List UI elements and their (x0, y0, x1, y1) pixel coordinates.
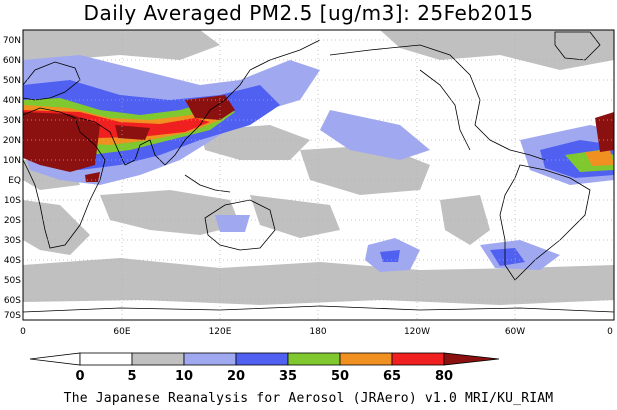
lat-label: 20S (4, 216, 21, 226)
pm25-field-above-80 (23, 95, 614, 182)
lat-label: 30S (4, 236, 21, 246)
lat-label: 40N (3, 96, 21, 106)
colorbar-segment (235, 352, 289, 366)
lat-label: 60S (4, 296, 21, 306)
lon-label: 60E (113, 327, 130, 337)
colorbar-level-label: 50 (331, 369, 349, 384)
colorbar-segment (131, 352, 185, 366)
lon-label: 0 (20, 327, 26, 337)
lon-label: 60W (505, 327, 525, 337)
lat-label: 50N (3, 76, 21, 86)
colorbar-labels: 0 5 10 20 35 50 65 80 (75, 369, 453, 384)
lat-label: 10N (3, 156, 21, 166)
pm25-field-low (23, 30, 614, 305)
lat-label: 10S (4, 196, 21, 206)
lat-label: 60N (3, 56, 21, 66)
lon-label: 120E (209, 327, 232, 337)
footer-credit: The Japanese Reanalysis for Aerosol (JRA… (63, 391, 554, 406)
lon-label: 0 (607, 327, 613, 337)
lon-label: 120W (404, 327, 430, 337)
lat-label: EQ (8, 176, 21, 186)
colorbar-level-label: 0 (75, 369, 84, 384)
colorbar-level-label: 10 (175, 369, 193, 384)
colorbar-segment (183, 352, 237, 366)
map-title: Daily Averaged PM2.5 [ug/m3]: 25Feb2015 (83, 1, 534, 25)
colorbar-under-triangle (29, 352, 81, 366)
colorbar-over-triangle (443, 352, 500, 366)
lat-label: 40S (4, 256, 21, 266)
lat-label: 50S (4, 276, 21, 286)
latitude-labels: 70N 60N 50N 40N 30N 20N 10N EQ 10S 20S 3… (3, 36, 21, 321)
colorbar-segment (391, 352, 445, 366)
lat-label: 20N (3, 136, 21, 146)
colorbar-segment (339, 352, 393, 366)
lon-label: 180 (309, 327, 326, 337)
plot-area (22, 29, 615, 321)
lat-label: 30N (3, 116, 21, 126)
lat-label: 70S (4, 311, 21, 321)
colorbar-segment (287, 352, 341, 366)
colorbar-level-label: 65 (383, 369, 401, 384)
colorbar-level-label: 35 (279, 369, 297, 384)
colorbar-level-label: 80 (435, 369, 453, 384)
longitude-labels: 0 60E 120E 180 120W 60W 0 (20, 327, 613, 337)
colorbar-segment (79, 352, 133, 366)
colorbar: 0 5 10 20 35 50 65 80 (29, 352, 500, 384)
colorbar-level-label: 20 (227, 369, 245, 384)
colorbar-level-label: 5 (127, 369, 136, 384)
gridlines (23, 30, 614, 320)
colorbar-swatches (29, 352, 500, 366)
lat-label: 70N (3, 36, 21, 46)
